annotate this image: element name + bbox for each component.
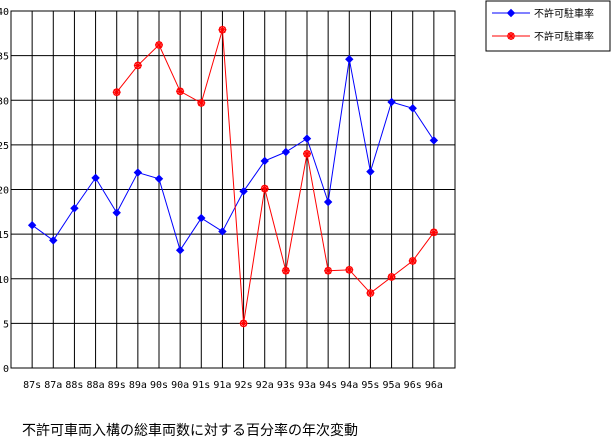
- data-point: [70, 204, 79, 213]
- data-point: [197, 98, 206, 107]
- y-tick-label: 35: [0, 52, 9, 63]
- x-tick-label: 92a: [256, 380, 274, 391]
- data-point: [507, 32, 515, 40]
- data-point: [133, 61, 142, 70]
- y-tick-label: 5: [3, 319, 9, 330]
- data-point: [27, 220, 37, 230]
- x-tick-label: 87s: [23, 380, 41, 391]
- data-point: [366, 289, 375, 298]
- x-tick-label: 88s: [65, 380, 83, 391]
- data-point: [112, 208, 121, 217]
- legend-item: 不許可駐車率: [492, 30, 594, 43]
- data-point: [345, 54, 354, 64]
- x-tick-label: 93s: [277, 380, 295, 391]
- series-line: [116, 29, 435, 324]
- legend-item: 不許可駐車率: [492, 7, 594, 20]
- data-point: [239, 319, 248, 328]
- data-point: [281, 147, 291, 157]
- y-tick-label: 15: [0, 230, 9, 241]
- x-tick-label: 90a: [171, 380, 189, 391]
- x-tick-label: 92s: [235, 380, 253, 391]
- data-point: [429, 136, 439, 145]
- data-point: [303, 149, 311, 158]
- data-point: [91, 173, 100, 183]
- data-point: [133, 168, 143, 177]
- data-point: [176, 87, 185, 96]
- data-point: [429, 228, 438, 237]
- data-point: [408, 104, 417, 113]
- data-point: [154, 174, 164, 183]
- x-tick-label: 95s: [361, 380, 379, 391]
- y-tick-label: 20: [0, 186, 9, 197]
- x-tick-label: 96a: [425, 380, 443, 391]
- x-tick-label: 94s: [319, 380, 337, 391]
- data-point: [49, 236, 58, 245]
- x-tick-label: 93a: [298, 380, 316, 391]
- x-tick-label: 91a: [213, 380, 231, 391]
- legend-box: [485, 0, 611, 52]
- data-point: [112, 88, 121, 97]
- data-point: [366, 167, 375, 176]
- data-point: [155, 40, 163, 49]
- y-tick-label: 40: [0, 7, 9, 18]
- data-point: [323, 197, 333, 207]
- series-0: [27, 54, 439, 255]
- series-line: [31, 59, 435, 252]
- grid: [11, 10, 455, 369]
- series-layer: [27, 25, 439, 328]
- series-1: [112, 25, 438, 328]
- data-point: [175, 245, 185, 255]
- x-tick-label: 96s: [404, 380, 422, 391]
- data-point: [218, 25, 227, 34]
- data-point: [260, 184, 269, 193]
- y-tick-label: 0: [3, 364, 9, 375]
- x-tick-label: 89a: [129, 380, 147, 391]
- data-point: [345, 265, 354, 274]
- data-point: [387, 272, 396, 281]
- data-point: [239, 187, 248, 196]
- chart-caption: 不許可車両入構の総車両数に対する百分率の年次変動: [22, 423, 358, 439]
- x-tick-label: 88a: [87, 380, 105, 391]
- data-point: [408, 256, 417, 265]
- x-tick-label: 95a: [383, 380, 401, 391]
- y-tick-label: 30: [0, 96, 9, 107]
- data-point: [197, 213, 206, 223]
- x-tick-label: 94a: [340, 380, 358, 391]
- data-point: [281, 266, 290, 275]
- data-point: [324, 266, 333, 275]
- data-point: [506, 8, 516, 18]
- x-tick-label: 90s: [150, 380, 168, 391]
- x-tick-label: 89s: [108, 380, 126, 391]
- data-point: [218, 227, 227, 236]
- plot-frame: [10, 10, 456, 369]
- x-tick-label: 87a: [44, 380, 62, 391]
- legend-label: 不許可駐車率: [534, 30, 594, 43]
- data-point: [302, 134, 312, 143]
- data-point: [387, 97, 396, 107]
- y-tick-label: 25: [0, 141, 9, 152]
- data-point: [260, 156, 269, 166]
- legend-label: 不許可駐車率: [534, 7, 594, 20]
- y-tick-label: 10: [0, 275, 9, 286]
- x-tick-label: 91s: [192, 380, 210, 391]
